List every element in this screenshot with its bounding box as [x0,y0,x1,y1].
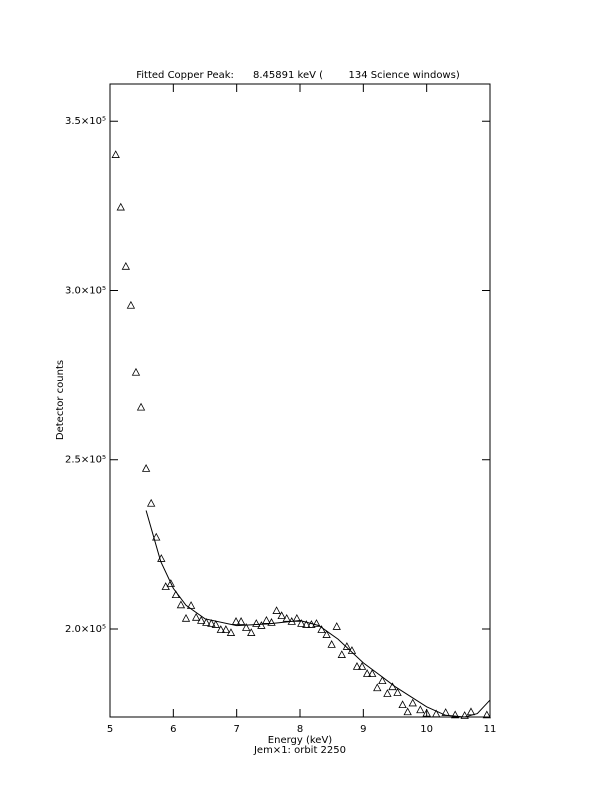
data-point [126,300,136,309]
x-tick-label: 10 [420,724,433,735]
data-point [282,613,291,622]
y-tick-label: 3.0×10⁵ [65,285,106,296]
data-point [136,402,146,411]
data-point [332,622,341,630]
data-point [342,642,352,650]
data-point [226,628,236,636]
data-point [416,705,425,714]
x-tick-label: 9 [360,724,366,735]
data-point [116,202,125,211]
data-point [383,689,392,697]
data-point [327,640,336,648]
data-point [357,662,367,670]
data-point [393,688,402,696]
data-point [352,662,362,670]
y-axis-label: Detector counts [55,360,66,440]
x-axis-label: Energy (keV) [268,735,333,746]
data-point [398,700,407,709]
data-point [408,698,417,707]
fit-line [145,510,491,718]
data-point [277,611,286,620]
data-point [378,676,387,685]
data-point [368,669,377,677]
data-point [302,620,311,628]
data-point [373,683,382,692]
data-point [262,616,271,624]
data-point [141,464,151,472]
x-tick-label: 6 [170,724,176,735]
data-point [176,600,186,609]
x-tick-label: 5 [107,724,113,735]
data-point [152,532,161,541]
data-point [202,618,211,626]
data-point [431,709,441,718]
y-tick-label: 2.5×10⁵ [65,455,106,466]
data-point [131,367,141,376]
subtitle: Jem×1: orbit 2250 [253,745,346,756]
data-point [422,708,431,717]
data-point [466,707,476,716]
data-point [181,613,191,622]
data-point [403,707,412,716]
data-point [221,625,231,633]
data-point [121,261,131,270]
data-point [241,623,251,631]
data-point [322,630,331,638]
data-point [267,618,276,626]
y-tick-label: 3.5×10⁵ [65,116,106,127]
data-point [166,579,175,587]
data-point [460,711,469,719]
data-point [297,619,306,627]
data-point [231,617,241,625]
x-tick-label: 11 [484,724,497,735]
data-point [337,650,346,658]
data-point [236,617,246,625]
chart-title: Fitted Copper Peak: 8.45891 keV ( 134 Sc… [136,70,460,81]
data-point [216,625,226,633]
x-tick-label: 8 [297,724,303,735]
data-point [191,612,201,621]
data-point [272,606,281,614]
y-tick-label: 2.0×10⁵ [65,624,106,635]
data-point [111,150,120,158]
data-point [257,621,266,629]
data-point [362,669,372,677]
data-point [482,710,492,719]
data-point [252,619,261,627]
data-point [312,619,321,627]
data-point [146,498,156,507]
x-tick-label: 7 [233,724,239,735]
data-point [450,710,460,719]
data-point [197,616,206,624]
data-point [207,619,216,627]
data-point [247,628,256,636]
data-point [211,620,220,628]
